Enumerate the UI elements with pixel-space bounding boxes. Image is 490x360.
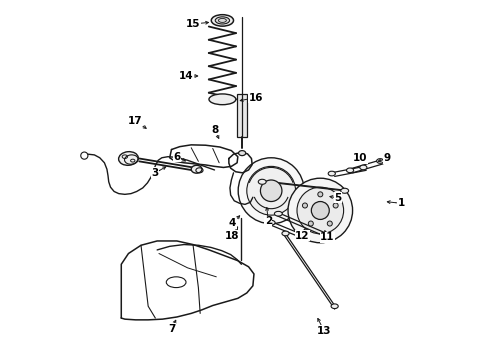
Text: 12: 12 xyxy=(295,231,310,240)
Ellipse shape xyxy=(258,179,266,184)
Ellipse shape xyxy=(209,94,236,105)
Circle shape xyxy=(308,221,313,226)
Ellipse shape xyxy=(191,165,202,173)
Circle shape xyxy=(327,221,332,226)
Text: 3: 3 xyxy=(152,168,159,178)
Circle shape xyxy=(260,180,282,202)
Ellipse shape xyxy=(239,150,245,156)
Ellipse shape xyxy=(324,233,333,238)
Text: 8: 8 xyxy=(211,125,218,135)
Text: 1: 1 xyxy=(397,198,405,208)
Ellipse shape xyxy=(119,152,138,165)
Ellipse shape xyxy=(267,220,275,225)
Circle shape xyxy=(81,152,88,159)
Circle shape xyxy=(238,158,304,224)
Ellipse shape xyxy=(215,17,230,24)
Ellipse shape xyxy=(360,165,367,170)
Ellipse shape xyxy=(377,159,384,163)
Bar xyxy=(237,94,247,137)
Circle shape xyxy=(311,202,329,220)
Ellipse shape xyxy=(328,171,335,176)
Text: 9: 9 xyxy=(383,153,390,163)
Text: 13: 13 xyxy=(317,325,331,336)
Text: 6: 6 xyxy=(173,152,180,162)
Text: 15: 15 xyxy=(186,19,200,29)
Circle shape xyxy=(333,203,338,208)
Ellipse shape xyxy=(341,188,349,193)
Ellipse shape xyxy=(274,211,282,216)
Ellipse shape xyxy=(211,15,234,26)
Ellipse shape xyxy=(346,168,354,173)
Circle shape xyxy=(297,187,343,234)
Text: 4: 4 xyxy=(229,218,236,228)
Text: 5: 5 xyxy=(335,193,342,203)
Text: 7: 7 xyxy=(168,324,175,334)
Ellipse shape xyxy=(298,233,306,238)
Text: 11: 11 xyxy=(320,232,335,242)
Circle shape xyxy=(318,192,323,197)
Circle shape xyxy=(288,178,353,243)
Ellipse shape xyxy=(282,231,289,236)
Text: 14: 14 xyxy=(178,71,193,81)
Circle shape xyxy=(247,166,295,215)
Text: 17: 17 xyxy=(128,116,143,126)
Ellipse shape xyxy=(331,304,338,309)
Text: 10: 10 xyxy=(352,153,367,163)
Circle shape xyxy=(302,203,307,208)
Text: 18: 18 xyxy=(225,231,240,240)
Text: 16: 16 xyxy=(248,93,263,103)
Text: 2: 2 xyxy=(265,216,272,226)
